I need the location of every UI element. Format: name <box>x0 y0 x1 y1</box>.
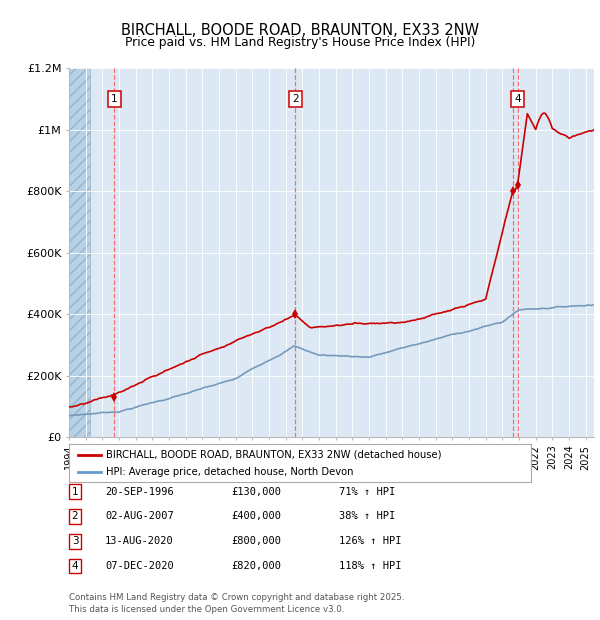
Text: 3: 3 <box>71 536 79 546</box>
Text: 2: 2 <box>71 512 79 521</box>
Text: Price paid vs. HM Land Registry's House Price Index (HPI): Price paid vs. HM Land Registry's House … <box>125 36 475 49</box>
Text: 02-AUG-2007: 02-AUG-2007 <box>105 512 174 521</box>
Text: HPI: Average price, detached house, North Devon: HPI: Average price, detached house, Nort… <box>106 467 353 477</box>
Text: BIRCHALL, BOODE ROAD, BRAUNTON, EX33 2NW: BIRCHALL, BOODE ROAD, BRAUNTON, EX33 2NW <box>121 23 479 38</box>
Text: £800,000: £800,000 <box>231 536 281 546</box>
Bar <box>69 68 90 437</box>
Text: 20-SEP-1996: 20-SEP-1996 <box>105 487 174 497</box>
Text: Contains HM Land Registry data © Crown copyright and database right 2025.
This d: Contains HM Land Registry data © Crown c… <box>69 593 404 614</box>
Text: 118% ↑ HPI: 118% ↑ HPI <box>339 561 401 571</box>
Text: 126% ↑ HPI: 126% ↑ HPI <box>339 536 401 546</box>
Text: £820,000: £820,000 <box>231 561 281 571</box>
Text: £400,000: £400,000 <box>231 512 281 521</box>
Text: 13-AUG-2020: 13-AUG-2020 <box>105 536 174 546</box>
Text: 71% ↑ HPI: 71% ↑ HPI <box>339 487 395 497</box>
Text: BIRCHALL, BOODE ROAD, BRAUNTON, EX33 2NW (detached house): BIRCHALL, BOODE ROAD, BRAUNTON, EX33 2NW… <box>106 450 442 459</box>
Text: 2: 2 <box>292 94 299 104</box>
Text: 4: 4 <box>71 561 79 571</box>
Text: £130,000: £130,000 <box>231 487 281 497</box>
Text: 1: 1 <box>111 94 118 104</box>
Text: 1: 1 <box>71 487 79 497</box>
Text: 4: 4 <box>514 94 521 104</box>
Text: 07-DEC-2020: 07-DEC-2020 <box>105 561 174 571</box>
Text: 38% ↑ HPI: 38% ↑ HPI <box>339 512 395 521</box>
